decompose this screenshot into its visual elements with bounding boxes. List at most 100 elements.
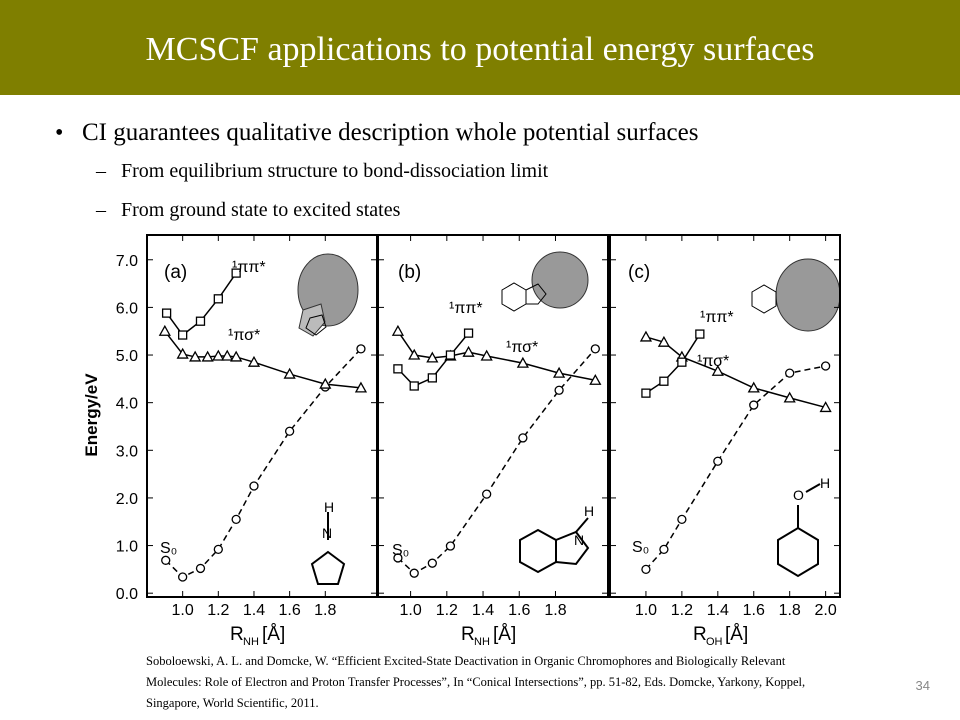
x-tick-label: 1.6	[279, 602, 301, 619]
marker	[221, 349, 234, 361]
marker	[178, 572, 188, 582]
marker	[641, 564, 651, 575]
y-tick-label: 3.0	[116, 443, 138, 460]
bond	[575, 517, 589, 533]
marker	[158, 324, 171, 336]
series-label: S₀	[632, 539, 649, 556]
y-tick-label: 6.0	[116, 300, 138, 317]
marker	[677, 357, 687, 367]
series-label: ¹πσ*	[228, 327, 260, 344]
marker	[213, 294, 223, 304]
atom-label: H	[820, 475, 830, 491]
x-tick-label: 1.2	[207, 602, 229, 619]
marker	[677, 514, 687, 525]
x-label-subscript: OH	[706, 636, 723, 648]
panel-tag: (c)	[628, 262, 650, 283]
marker	[785, 368, 795, 378]
marker	[409, 568, 419, 578]
atom-label: H	[324, 499, 334, 515]
marker	[354, 381, 368, 393]
series-label: ¹πσ*	[506, 339, 538, 356]
marker	[408, 348, 421, 360]
series-label: S₀	[160, 540, 177, 557]
marker	[783, 391, 796, 403]
marker	[590, 344, 600, 354]
x-label-subscript: NH	[474, 636, 490, 648]
orbital	[775, 258, 841, 332]
x-tick-label: 1.8	[314, 602, 336, 619]
x-label-unit: [Å]	[262, 624, 285, 645]
marker	[393, 364, 403, 374]
sub-bullet: From equilibrium structure to bond-disso…	[121, 160, 549, 182]
page-number: 34	[916, 678, 930, 693]
series-label: ¹πσ*	[697, 353, 729, 370]
x-tick-label: 1.8	[779, 602, 801, 619]
y-tick-label: 5.0	[116, 348, 138, 365]
x-tick-label: 1.2	[436, 602, 458, 619]
marker	[161, 555, 171, 565]
y-tick-label: 7.0	[116, 253, 138, 270]
marker	[480, 349, 493, 361]
pyrrole	[310, 550, 346, 585]
marker	[659, 544, 669, 555]
series-label: ¹ππ*	[449, 300, 483, 317]
header-bar	[0, 0, 960, 95]
series-line	[645, 365, 826, 570]
marker	[212, 349, 225, 361]
marker	[201, 350, 214, 362]
marker	[516, 356, 529, 368]
sub-dash: –	[95, 160, 107, 182]
x-tick-label: 1.4	[472, 602, 494, 619]
series-label: S₀	[392, 542, 409, 559]
marker	[445, 350, 456, 360]
indole	[519, 528, 590, 574]
y-tick-label: 2.0	[116, 491, 138, 508]
panel-frame	[609, 234, 841, 598]
molecule	[501, 282, 547, 312]
citation-line: Molecules: Role of Electron and Proton T…	[146, 675, 805, 689]
marker	[482, 489, 492, 499]
marker	[589, 373, 602, 385]
panel-tag: (a)	[164, 262, 187, 283]
atom-label: H	[584, 503, 594, 519]
x-tick-label: 1.4	[707, 602, 729, 619]
marker	[552, 366, 566, 378]
sub-bullet: From ground state to excited states	[121, 199, 401, 221]
marker	[283, 367, 296, 379]
marker	[462, 345, 475, 357]
y-tick-label: 4.0	[116, 396, 138, 413]
marker	[657, 335, 671, 347]
x-label-unit: [Å]	[493, 624, 516, 645]
x-label-symbol: R	[230, 624, 244, 645]
marker	[176, 347, 189, 359]
marker	[393, 553, 403, 563]
y-tick-label: 0.0	[116, 586, 138, 603]
figure: Energy/eV H N H N O H 0.0 1.0 2.0 3.0 4.0 5.0…	[82, 234, 841, 648]
x-tick-label: 2.0	[815, 602, 837, 619]
x-tick-label: 1.6	[508, 602, 530, 619]
bullet-text: CI guarantees qualitative description wh…	[82, 119, 698, 146]
x-label-subscript: NH	[243, 636, 259, 648]
marker	[819, 401, 832, 413]
marker	[749, 400, 759, 410]
panel-tag: (b)	[398, 262, 421, 283]
marker	[659, 376, 669, 386]
citation-line: Singapore, World Scientific, 2011.	[146, 696, 319, 710]
marker	[518, 433, 528, 443]
marker	[426, 351, 439, 363]
marker	[427, 373, 437, 383]
x-tick-label: 1.8	[544, 602, 566, 619]
marker	[820, 361, 831, 371]
marker	[554, 385, 564, 395]
sub-dash: –	[95, 199, 107, 221]
atom-label: O	[793, 487, 804, 503]
y-tick-label: 1.0	[116, 539, 138, 556]
marker	[695, 329, 705, 339]
marker	[427, 558, 437, 568]
marker	[639, 330, 653, 342]
x-tick-label: 1.0	[635, 602, 657, 619]
marker	[230, 350, 243, 362]
x-tick-label: 1.6	[743, 602, 765, 619]
marker	[195, 563, 206, 574]
